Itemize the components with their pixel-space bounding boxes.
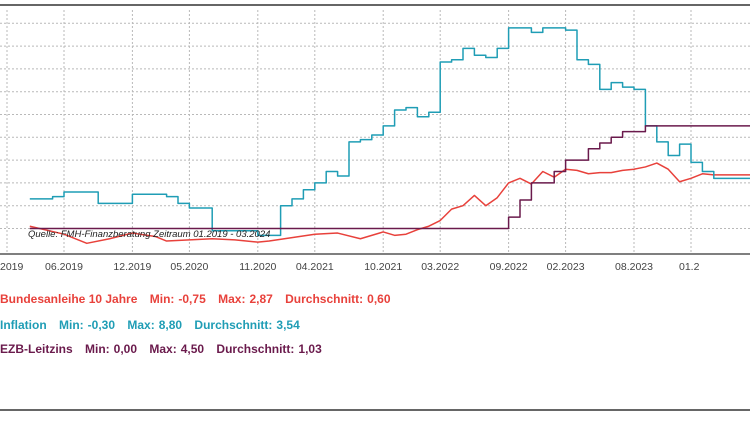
legend-min: Min: 0,00: [85, 342, 138, 356]
legend-max: Max: 4,50: [149, 342, 205, 356]
legend-row-bundesanleihe: Bundesanleihe 10 Jahre Min: -0,75 Max: 2,8…: [0, 292, 400, 306]
x-tick-label: 11.2020: [239, 261, 276, 273]
series-layer: [29, 27, 750, 245]
legend-series-name: Inflation: [0, 318, 47, 332]
legend-row-ezb-leitzins: EZB-Leitzins Min: 0,00 Max: 4,50 Durchschn…: [0, 342, 331, 356]
ezb-leitzins-line: [29, 125, 750, 230]
x-tick-label: 05.2020: [170, 261, 208, 273]
x-tick-label: 01.2: [679, 261, 700, 273]
legend-max: Max: 2,87: [218, 292, 273, 306]
grid-layer: [0, 10, 750, 252]
source-annotation: Quelle: FMH-Finanzberatung Zeitraum 01.2…: [28, 229, 270, 240]
legend-series-name: Bundesanleihe 10 Jahre: [0, 292, 138, 306]
legend-series-name: EZB-Leitzins: [0, 342, 73, 356]
x-tick-label: 12.2019: [113, 261, 151, 273]
legend-min: Min: -0,30: [59, 318, 116, 332]
legend-max: Max: 8,80: [127, 318, 183, 332]
bundesanleihe-line: [29, 162, 750, 245]
x-tick-label: 08.2023: [615, 261, 653, 273]
legend-average: Durchschnitt: 3,54: [194, 318, 300, 332]
x-tick-label: 10.2021: [364, 261, 402, 273]
legend-average: Durchschnitt: 1,03: [216, 342, 322, 356]
x-tick-label: 09.2022: [490, 261, 528, 273]
x-tick-label: 06.2019: [45, 261, 83, 273]
x-tick-label: 04.2021: [296, 261, 334, 273]
legend-average: Durchschnitt: 0,60: [285, 292, 391, 306]
inflation-line: [29, 27, 750, 237]
x-tick-label: 2019: [0, 261, 24, 273]
x-tick-label: 02.2023: [547, 261, 585, 273]
legend-min: Min: -0,75: [149, 292, 206, 306]
legend-row-inflation: Inflation Min: -0,30 Max: 8,80 Durchschnit…: [0, 318, 309, 332]
x-tick-label: 03.2022: [421, 261, 459, 273]
x-tick-labels: 2019 06.2019 12.2019 05.2020 11.2020 04.2021 1…: [0, 261, 700, 273]
